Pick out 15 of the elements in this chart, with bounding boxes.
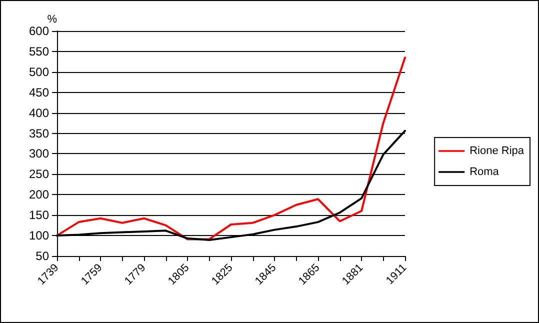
y-tick-label: 100 bbox=[28, 228, 50, 243]
y-axis-title: % bbox=[47, 14, 58, 26]
y-tick-label: 400 bbox=[28, 106, 50, 120]
y-tick-label: 250 bbox=[28, 167, 50, 182]
y-tick-label: 50 bbox=[36, 249, 50, 263]
y-tick-label: 150 bbox=[28, 208, 50, 222]
y-tick-label: 450 bbox=[28, 85, 50, 100]
y-tick-label: 500 bbox=[28, 64, 50, 79]
y-tick-label: 200 bbox=[28, 188, 50, 202]
legend-label: Rione Ripa bbox=[470, 145, 525, 157]
y-tick-label: 350 bbox=[28, 126, 50, 140]
y-tick-label: 600 bbox=[28, 24, 50, 38]
y-tick-label: 300 bbox=[28, 146, 50, 161]
y-tick-label: 550 bbox=[28, 44, 50, 58]
legend-label: Roma bbox=[470, 166, 500, 178]
